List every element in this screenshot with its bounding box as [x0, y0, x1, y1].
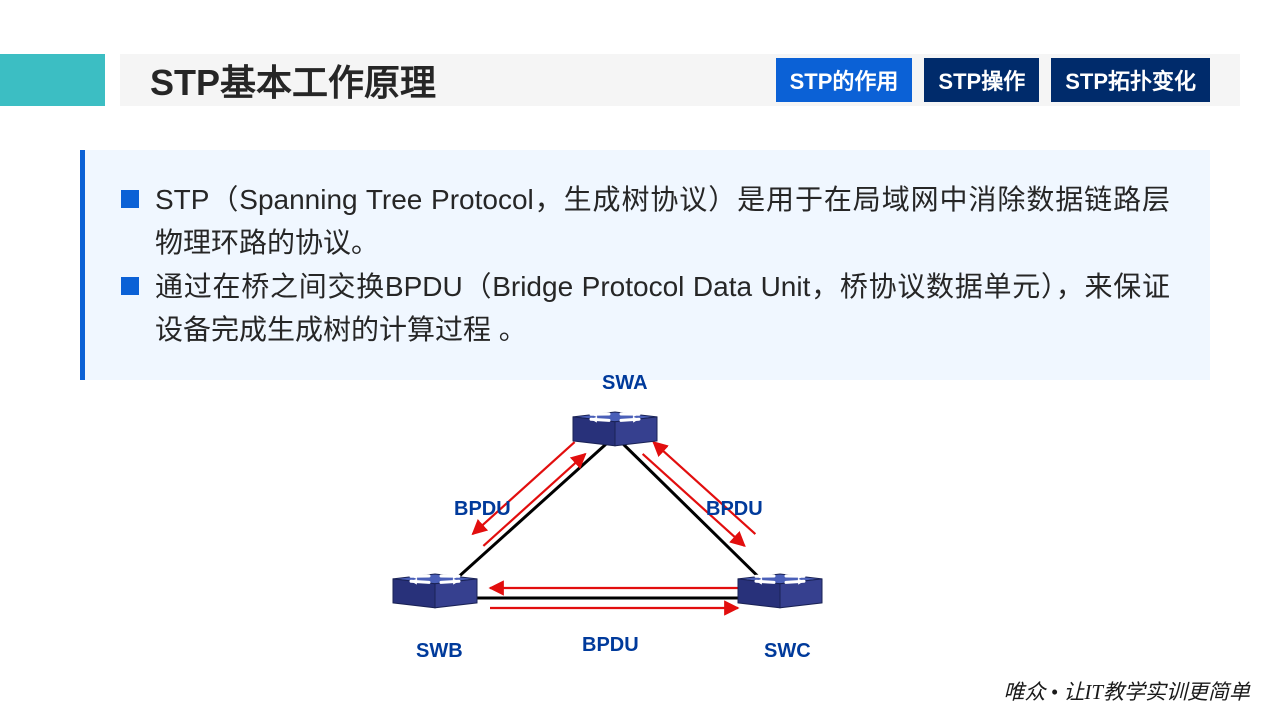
- bullet-row: STP（Spanning Tree Protocol，生成树协议）是用于在局域网…: [121, 178, 1170, 265]
- diagram: SWASWBSWCBPDUBPDUBPDU: [360, 380, 880, 690]
- switch-label: SWA: [602, 372, 648, 395]
- footer-text: 唯众 • 让IT教学实训更简单: [1003, 676, 1250, 706]
- tab-2[interactable]: STP拓扑变化: [1051, 58, 1210, 102]
- bpdu-label: BPDU: [582, 634, 639, 657]
- bullet-icon: [121, 277, 139, 295]
- header-accent: [0, 54, 105, 106]
- content-box: STP（Spanning Tree Protocol，生成树协议）是用于在局域网…: [80, 150, 1210, 380]
- switch-label: SWC: [764, 640, 811, 663]
- page-title: STP基本工作原理: [150, 54, 436, 106]
- bullet-icon: [121, 190, 139, 208]
- bullet-text: 通过在桥之间交换BPDU（Bridge Protocol Data Unit，桥…: [155, 265, 1170, 352]
- bpdu-label: BPDU: [706, 498, 763, 521]
- tabs: STP的作用STP操作 STP拓扑变化: [776, 58, 1210, 102]
- tab-0[interactable]: STP的作用: [776, 58, 913, 102]
- switch-label: SWB: [416, 640, 463, 663]
- header-bar: STP基本工作原理 STP的作用STP操作 STP拓扑变化: [120, 54, 1240, 106]
- bpdu-label: BPDU: [454, 498, 511, 521]
- bullet-text: STP（Spanning Tree Protocol，生成树协议）是用于在局域网…: [155, 178, 1170, 265]
- tab-1[interactable]: STP操作: [924, 58, 1039, 102]
- bullet-row: 通过在桥之间交换BPDU（Bridge Protocol Data Unit，桥…: [121, 265, 1170, 352]
